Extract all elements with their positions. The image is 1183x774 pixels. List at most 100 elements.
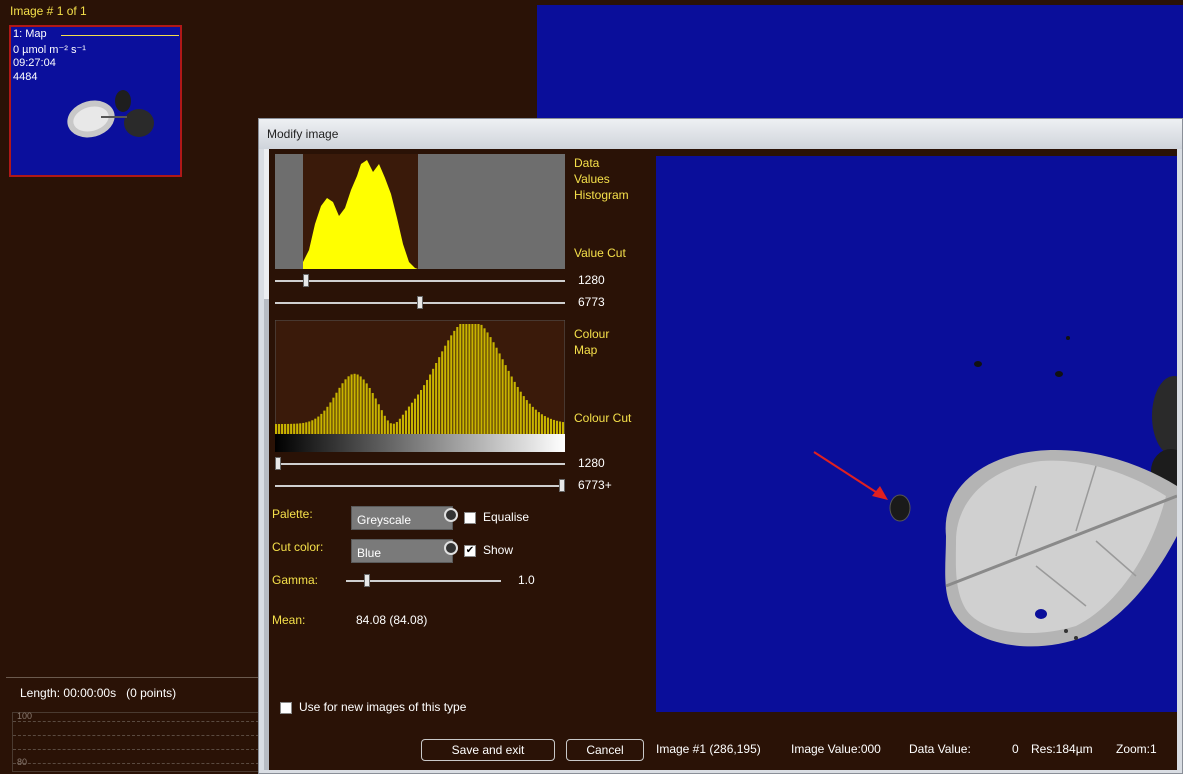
colour-map-bar xyxy=(480,324,483,434)
mean-value: 84.08 (84.08) xyxy=(356,613,428,627)
image-thumbnail[interactable]: 1: Map 0 µmol m⁻² s⁻¹ 09:27:04 4484 xyxy=(9,25,182,177)
colour-map-bar xyxy=(371,393,374,434)
value-cut-low-slider[interactable] xyxy=(275,280,565,282)
colour-cut-high-slider[interactable] xyxy=(275,485,565,487)
colour-map-bar xyxy=(531,406,534,434)
colour-map-bar xyxy=(284,423,287,434)
points-count: (0 points) xyxy=(126,686,177,700)
cut-color-select[interactable]: Blue xyxy=(351,539,458,563)
colour-map-bar xyxy=(474,324,477,434)
colour-map-bar xyxy=(398,418,401,434)
gamma-slider[interactable] xyxy=(346,580,501,582)
colour-map-bar xyxy=(395,422,398,434)
colour-map-bar xyxy=(435,363,438,434)
colour-map-bar xyxy=(290,423,293,434)
colour-map-bar xyxy=(329,402,332,434)
colour-map-bar xyxy=(510,376,513,434)
panel-divider xyxy=(6,677,258,678)
status-data-value: 0 xyxy=(1012,742,1019,756)
cut-color-dropdown-icon[interactable] xyxy=(444,541,458,555)
dialog-title: Modify image xyxy=(267,127,339,141)
value-cut-low-value: 1280 xyxy=(578,273,605,287)
gamma-thumb[interactable] xyxy=(363,574,370,587)
cut-color-label: Cut color: xyxy=(272,540,324,554)
colour-map-bar xyxy=(561,422,565,434)
thumbnail-leaf-image xyxy=(67,90,154,138)
mean-label: Mean: xyxy=(272,613,306,627)
colour-map-bar xyxy=(555,420,559,434)
value-cut-low-thumb[interactable] xyxy=(303,274,310,287)
colour-map-bar xyxy=(552,419,556,434)
cut-color-value: Blue xyxy=(357,546,382,560)
colour-map-bar xyxy=(389,423,392,434)
scrollbar-thumb[interactable] xyxy=(264,149,269,299)
histogram-label: Data Values Histogram xyxy=(574,156,629,202)
colour-map-bar xyxy=(374,398,377,434)
status-image-value: Image Value:000 xyxy=(791,742,881,756)
colour-map-bar xyxy=(344,379,347,434)
colour-map-bar xyxy=(341,383,344,434)
colour-cut-low-thumb[interactable] xyxy=(275,457,281,470)
colour-map-bar xyxy=(441,351,444,434)
colour-map-bar xyxy=(305,422,308,434)
colour-map-bar xyxy=(486,332,489,434)
annotation-arrow-icon xyxy=(813,451,888,500)
colour-map-bar xyxy=(302,422,305,434)
colour-cut-low-slider[interactable] xyxy=(275,463,565,465)
colour-map-bar xyxy=(350,374,353,434)
colour-map-bar xyxy=(293,423,296,434)
cancel-button[interactable]: Cancel xyxy=(566,739,644,761)
colour-cut-high-value: 6773+ xyxy=(578,478,612,492)
colour-map-bar xyxy=(513,381,516,434)
modify-image-dialog: Modify image Data Values Histogram Value… xyxy=(258,118,1183,774)
colour-map-bar xyxy=(522,396,525,434)
palette-label: Palette: xyxy=(272,507,313,521)
dialog-scrollbar[interactable] xyxy=(264,149,269,770)
palette-select[interactable]: Greyscale xyxy=(351,506,458,530)
status-zoom: Zoom:1 xyxy=(1116,742,1157,756)
colour-map-bar xyxy=(383,415,386,434)
colour-map-bar xyxy=(299,423,302,434)
use-for-new-images-checkbox[interactable] xyxy=(280,702,292,714)
colour-map-bar xyxy=(359,376,362,434)
colour-cut-low-value: 1280 xyxy=(578,456,605,470)
colour-map-bar xyxy=(501,359,504,434)
main-image-view[interactable] xyxy=(537,5,1183,123)
colour-map-bar xyxy=(498,353,501,434)
use-for-new-images-label: Use for new images of this type xyxy=(299,700,467,714)
thumbnail-unit: 0 µmol m⁻² s⁻¹ xyxy=(13,44,86,56)
gamma-value: 1.0 xyxy=(518,573,535,587)
colour-map-bar xyxy=(416,394,420,434)
colour-map-bar xyxy=(353,373,356,434)
colour-map-bar xyxy=(281,423,284,434)
colour-map-histogram xyxy=(275,320,565,452)
colour-map-bar xyxy=(323,410,326,434)
save-and-exit-button[interactable]: Save and exit xyxy=(421,739,555,761)
colour-map-bars xyxy=(275,324,565,434)
colour-map-bar xyxy=(504,365,507,434)
equalise-checkbox[interactable] xyxy=(464,512,476,524)
colour-map-bar xyxy=(465,324,468,434)
length-value: 00:00:00s xyxy=(63,686,117,700)
colour-map-bar xyxy=(468,324,471,434)
colour-map-bar xyxy=(377,404,380,434)
colour-map-bar xyxy=(332,397,335,434)
dialog-titlebar[interactable]: Modify image xyxy=(259,119,1182,149)
colour-map-bar xyxy=(540,414,543,434)
colour-map-bar xyxy=(444,345,447,434)
colour-map-bar xyxy=(410,402,414,434)
colour-map-bar xyxy=(365,383,368,434)
show-checkbox[interactable]: ✔ xyxy=(464,545,476,557)
check-icon: ✔ xyxy=(465,545,475,556)
value-cut-high-thumb[interactable] xyxy=(417,296,423,309)
image-preview[interactable] xyxy=(656,156,1177,712)
colour-map-bar xyxy=(404,410,408,434)
colour-cut-high-thumb[interactable] xyxy=(559,479,565,492)
colour-map-bar xyxy=(317,416,320,434)
colour-map-bar xyxy=(401,414,404,434)
value-cut-high-value: 6773 xyxy=(578,295,605,309)
palette-value: Greyscale xyxy=(357,513,412,527)
palette-dropdown-icon[interactable] xyxy=(444,508,458,522)
colour-map-bar xyxy=(534,409,537,434)
colour-map-bar xyxy=(432,368,435,434)
